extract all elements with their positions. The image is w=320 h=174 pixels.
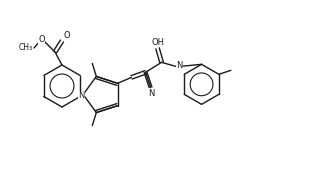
Text: N: N [177,61,183,70]
Text: N: N [78,91,85,100]
Text: CH₃: CH₃ [19,44,33,53]
Text: O: O [63,31,70,41]
Text: OH: OH [151,38,164,47]
Text: N: N [148,89,155,98]
Text: O: O [38,35,45,45]
